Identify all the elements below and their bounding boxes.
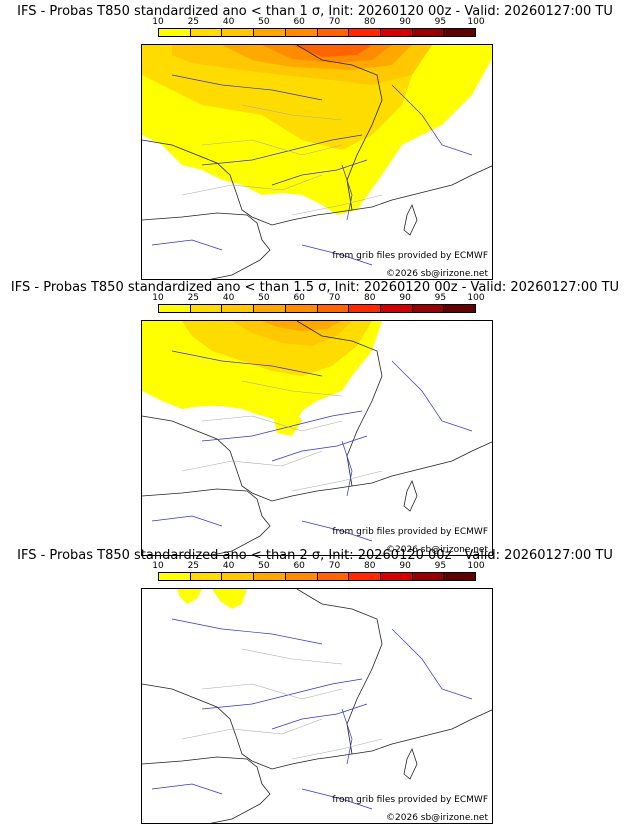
colorbar-swatch: [317, 573, 350, 580]
copyright-credit: ©2026 sb@irizone.net: [386, 813, 488, 823]
colorbar-tick: 25: [187, 293, 200, 303]
colorbar-swatch: [444, 573, 476, 580]
colorbar-swatch: [349, 573, 381, 580]
forecast-panel-1: IFS - Probas T850 standardized ano < tha…: [0, 4, 630, 280]
colorbar-swatch: [349, 29, 381, 36]
colorbar-swatch: [380, 305, 413, 312]
source-credit: from grib files provided by ECMWF: [332, 795, 488, 805]
probability-map: from grib files provided by ECMWF ©2026 …: [141, 44, 493, 280]
colorbar-swatch: [317, 29, 350, 36]
colorbar-tick: 40: [222, 17, 235, 27]
colorbar-tick: 70: [328, 17, 341, 27]
colorbar-ticks: 10 25 40 50 60 70 80 90 95 100: [152, 293, 484, 304]
colorbar-tick: 70: [328, 293, 341, 303]
colorbar-tick: 60: [293, 561, 305, 571]
colorbar-tick: 90: [399, 293, 411, 303]
colorbar-swatch: [285, 573, 318, 580]
colorbar-tick: 10: [152, 293, 164, 303]
colorbar-swatch: [222, 573, 255, 580]
colorbar-swatch: [412, 573, 445, 580]
colorbar-swatch: [159, 573, 191, 580]
colorbar-swatch: [190, 573, 223, 580]
colorbar-tick: 100: [467, 17, 485, 27]
colorbar-swatch: [159, 305, 191, 312]
colorbar-tick: 80: [364, 17, 376, 27]
colorbar-tick: 40: [222, 293, 235, 303]
colorbar-swatch: [190, 29, 223, 36]
colorbar-tick: 50: [258, 561, 270, 571]
colorbar-swatch: [222, 29, 255, 36]
colorbar-ticks: 10 25 40 50 60 70 80 90 95 100: [152, 561, 484, 572]
forecast-panel-2: IFS - Probas T850 standardized ano < tha…: [0, 280, 630, 556]
colorbar-tick: 50: [258, 17, 270, 27]
colorbar-swatch: [444, 29, 476, 36]
colorbar-tick: 10: [152, 17, 164, 27]
colorbar: [158, 304, 476, 313]
colorbar-tick: 25: [187, 17, 200, 27]
colorbar-swatch: [285, 305, 318, 312]
colorbar-tick: 95: [434, 17, 447, 27]
source-credit: from grib files provided by ECMWF: [332, 251, 488, 261]
panel-title: IFS - Probas T850 standardized ano < tha…: [17, 4, 613, 19]
colorbar-tick: 100: [467, 293, 485, 303]
colorbar-ticks: 10 25 40 50 60 70 80 90 95 100: [152, 17, 484, 28]
colorbar-swatch: [190, 305, 223, 312]
colorbar-swatch: [380, 29, 413, 36]
colorbar-swatch: [444, 305, 476, 312]
colorbar-tick: 10: [152, 561, 164, 571]
colorbar-swatch: [254, 305, 286, 312]
colorbar-swatch: [222, 305, 255, 312]
colorbar-tick: 60: [293, 293, 305, 303]
colorbar: [158, 28, 476, 37]
colorbar-swatch: [254, 29, 286, 36]
colorbar-tick: 70: [328, 561, 341, 571]
colorbar-tick: 95: [434, 561, 447, 571]
colorbar-tick: 80: [364, 561, 376, 571]
panel-title: IFS - Probas T850 standardized ano < tha…: [17, 548, 613, 563]
colorbar-swatch: [254, 573, 286, 580]
colorbar-tick: 90: [399, 17, 411, 27]
colorbar-swatch: [380, 573, 413, 580]
colorbar-swatch: [412, 29, 445, 36]
probability-map: from grib files provided by ECMWF ©2026 …: [141, 320, 493, 556]
source-credit: from grib files provided by ECMWF: [332, 527, 488, 537]
colorbar-swatch: [412, 305, 445, 312]
colorbar-tick: 90: [399, 561, 411, 571]
colorbar-tick: 100: [467, 561, 485, 571]
copyright-credit: ©2026 sb@irizone.net: [386, 269, 488, 279]
colorbar-swatch: [285, 29, 318, 36]
probability-map: from grib files provided by ECMWF ©2026 …: [141, 588, 493, 824]
colorbar-swatch: [349, 305, 381, 312]
colorbar-swatch: [317, 305, 350, 312]
panel-title: IFS - Probas T850 standardized ano < tha…: [10, 280, 620, 295]
forecast-panel-3: IFS - Probas T850 standardized ano < tha…: [0, 548, 630, 824]
colorbar-tick: 95: [434, 293, 447, 303]
colorbar-tick: 40: [222, 561, 235, 571]
colorbar-tick: 60: [293, 17, 305, 27]
colorbar-tick: 80: [364, 293, 376, 303]
colorbar-swatch: [159, 29, 191, 36]
colorbar: [158, 572, 476, 581]
colorbar-tick: 50: [258, 293, 270, 303]
copyright-credit: ©2026 sb@irizone.net: [386, 545, 488, 555]
colorbar-tick: 25: [187, 561, 200, 571]
